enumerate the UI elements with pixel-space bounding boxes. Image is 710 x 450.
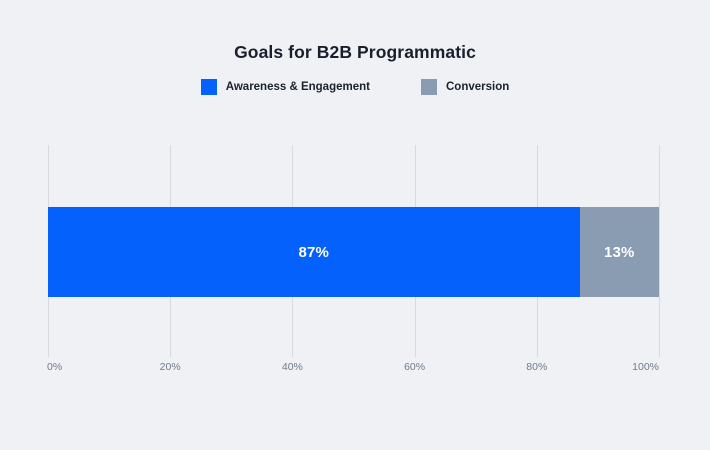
stacked-bar: 87% 13% (48, 207, 659, 297)
bar-value-label-conversion: 13% (603, 243, 635, 261)
bar-segment-awareness: 87% (48, 207, 580, 297)
legend: Awareness & Engagement Conversion (0, 79, 710, 95)
x-tick-label-20%: 20% (159, 361, 181, 373)
legend-label-conversion: Conversion (445, 81, 510, 93)
legend-label-awareness: Awareness & Engagement (225, 81, 370, 93)
chart-title: Goals for B2B Programmatic (234, 42, 476, 62)
bar-segment-conversion: 13% (579, 207, 659, 297)
x-axis-labels: 0% 20% 40% 60% 80% 100% (47, 361, 659, 375)
legend-item-conversion: Conversion (420, 79, 510, 95)
gridline-100% (659, 145, 660, 357)
x-tick-label-80%: 80% (526, 361, 548, 373)
x-tick-label-100%: 100% (632, 361, 659, 373)
x-tick-label-40%: 40% (281, 361, 303, 373)
legend-item-awareness: Awareness & Engagement (200, 79, 370, 95)
legend-swatch-conversion-icon (420, 79, 437, 95)
bar-value-label-awareness: 87% (298, 243, 330, 261)
plot-area: 87% 13% (48, 145, 660, 357)
x-tick-label-0%: 0% (47, 361, 63, 373)
legend-swatch-awareness-icon (200, 79, 217, 95)
x-tick-label-60%: 60% (404, 361, 426, 373)
